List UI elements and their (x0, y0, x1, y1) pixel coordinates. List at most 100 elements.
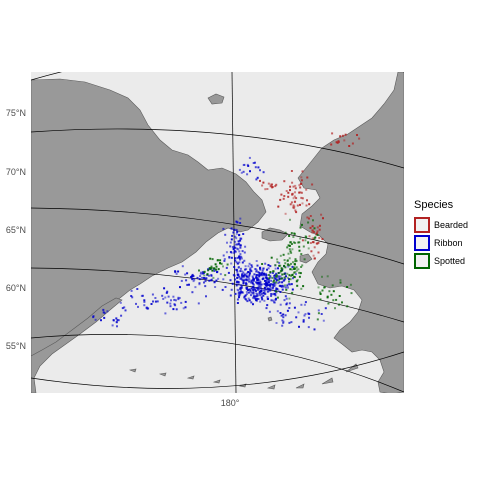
observation-point (268, 310, 271, 313)
observation-point (316, 318, 319, 321)
observation-point (288, 257, 291, 260)
observation-point (174, 271, 177, 274)
observation-point (208, 267, 211, 270)
observation-point (239, 244, 242, 247)
observation-point (257, 281, 259, 284)
observation-point (179, 286, 181, 289)
observation-point (277, 282, 280, 285)
observation-point (274, 185, 277, 188)
observation-point (194, 286, 197, 289)
observation-point (322, 217, 324, 220)
observation-point (258, 292, 261, 295)
observation-point (226, 263, 229, 266)
observation-point (215, 268, 218, 271)
observation-point (214, 263, 217, 266)
observation-point (313, 257, 316, 260)
observation-point (238, 291, 241, 294)
observation-point (245, 288, 248, 290)
observation-point (150, 303, 153, 305)
observation-point (248, 278, 251, 281)
observation-point (273, 292, 276, 295)
observation-point (275, 281, 278, 284)
observation-point (241, 291, 244, 294)
observation-point (293, 275, 295, 278)
observation-point (251, 286, 254, 289)
observation-point (290, 251, 293, 254)
observation-point (250, 279, 253, 282)
observation-point (250, 264, 253, 267)
observation-point (237, 248, 240, 251)
observation-point (326, 275, 329, 278)
observation-point (258, 290, 261, 293)
observation-point (294, 267, 297, 270)
observation-point (234, 240, 237, 243)
observation-point (238, 250, 241, 253)
observation-point (272, 293, 274, 296)
observation-point (206, 273, 209, 276)
observation-point (344, 133, 347, 136)
observation-point (279, 198, 282, 201)
observation-point (280, 269, 283, 272)
observation-point (238, 261, 241, 264)
observation-point (268, 277, 271, 280)
observation-point (291, 265, 294, 268)
observation-point (231, 246, 234, 249)
observation-point (262, 181, 265, 184)
observation-point (270, 279, 273, 282)
observation-point (282, 253, 285, 256)
observation-point (341, 301, 343, 304)
observation-point (311, 231, 314, 234)
observation-point (219, 273, 222, 276)
observation-point (275, 322, 278, 324)
observation-point (223, 258, 226, 261)
observation-point (281, 268, 284, 270)
observation-point (213, 281, 216, 284)
observation-point (261, 298, 264, 301)
observation-point (251, 275, 254, 278)
observation-point (308, 217, 310, 220)
observation-point (257, 271, 260, 274)
latitude-axis: 75°N 70°N 65°N 60°N 55°N (6, 108, 26, 351)
observation-point (281, 324, 284, 327)
observation-point (259, 287, 262, 290)
observation-point (284, 277, 287, 280)
observation-point (234, 228, 237, 231)
observation-point (216, 259, 219, 262)
observation-point (204, 285, 207, 288)
observation-point (282, 313, 285, 316)
observation-point (317, 241, 320, 244)
observation-point (239, 246, 242, 249)
observation-point (238, 256, 240, 259)
observation-point (331, 284, 334, 287)
observation-point (203, 270, 206, 273)
observation-point (283, 180, 286, 183)
observation-point (286, 246, 289, 249)
observation-point (256, 293, 259, 296)
observation-point (313, 227, 316, 230)
observation-point (267, 182, 270, 185)
observation-point (256, 287, 259, 290)
observation-point (302, 245, 305, 248)
observation-point (233, 274, 236, 277)
observation-point (283, 272, 286, 275)
observation-point (184, 306, 187, 309)
observation-point (191, 275, 194, 278)
observation-point (292, 261, 294, 264)
observation-point (130, 289, 133, 292)
observation-point (296, 284, 299, 287)
observation-point (301, 239, 304, 242)
observation-point (244, 245, 247, 248)
observation-point (287, 252, 290, 255)
observation-point (141, 294, 144, 297)
observation-point (317, 309, 320, 312)
observation-point (302, 285, 305, 288)
observation-point (239, 277, 242, 280)
observation-point (302, 319, 305, 322)
observation-point (271, 283, 274, 286)
observation-point (297, 311, 300, 314)
observation-point (287, 265, 290, 268)
observation-point (290, 170, 293, 172)
observation-point (298, 245, 301, 248)
observation-point (291, 248, 294, 251)
